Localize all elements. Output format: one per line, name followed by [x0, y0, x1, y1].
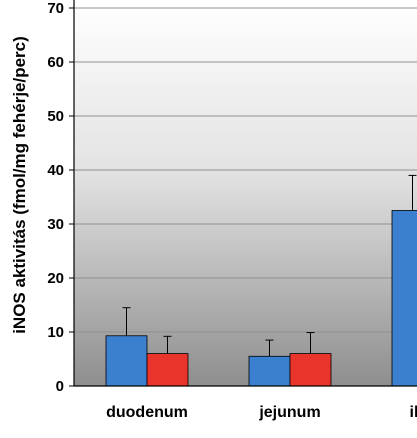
axes: [69, 0, 417, 387]
bar: [146, 353, 189, 387]
y-axis-label: iNOS aktivitás (fmol/mg fehérje/perc): [10, 36, 29, 334]
x-category-label: duodenum: [106, 404, 188, 421]
plot-area: [74, 0, 417, 386]
y-tick-label: 40: [47, 162, 64, 179]
y-tick-label: 50: [47, 108, 64, 125]
y-tick-label: 0: [56, 378, 64, 395]
y-tick-label: 60: [47, 54, 64, 71]
bar: [248, 355, 291, 387]
x-category-labels: duodenum jejunum il: [106, 404, 417, 421]
x-category-label: il: [410, 404, 417, 421]
y-tick-label: 10: [47, 324, 64, 341]
bar: [105, 335, 148, 387]
y-tick-label: 30: [47, 216, 64, 233]
error-bars: [122, 174, 417, 357]
y-tick-label: 70: [47, 0, 64, 17]
y-tick-labels: 0 10 20 30 40 50 60 70: [47, 0, 64, 395]
bar: [289, 353, 332, 387]
gridlines: [74, 7, 417, 333]
bars: [105, 210, 417, 387]
bar: [391, 210, 417, 387]
x-category-label: jejunum: [258, 404, 320, 421]
y-tick-label: 20: [47, 270, 64, 287]
